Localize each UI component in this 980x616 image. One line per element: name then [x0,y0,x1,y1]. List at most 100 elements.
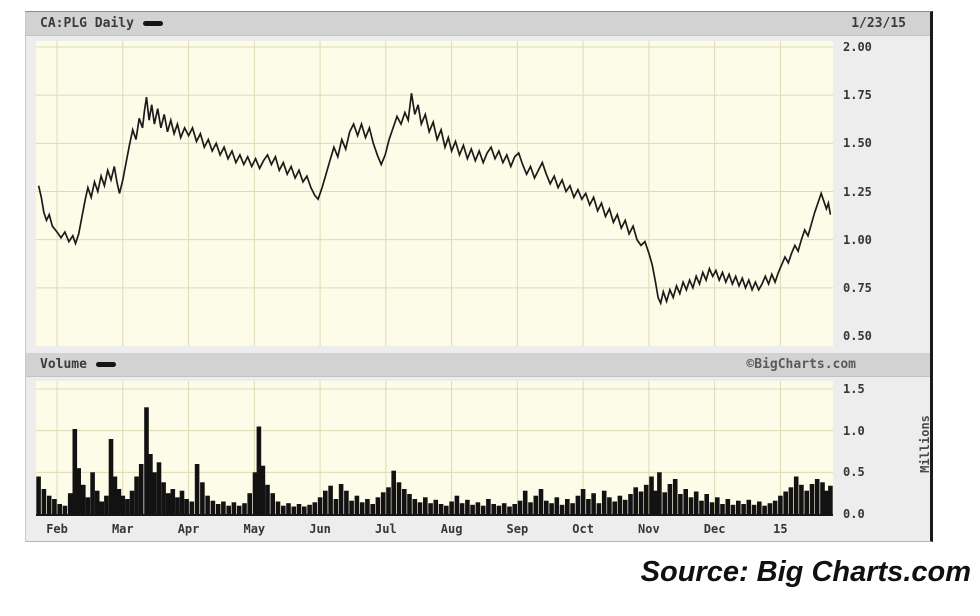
volume-bar [628,494,633,514]
volume-panel-header: Volume ©BigCharts.com [26,353,930,377]
volume-bar [423,497,428,514]
volume-bar [522,490,528,514]
volume-bar [116,489,122,514]
volume-bar [678,494,683,514]
volume-legend-icon [95,362,116,367]
y-tick-label: 0.0 [843,507,865,521]
volume-bar [741,504,746,514]
volume-bar [470,504,475,514]
volume-bar [370,504,375,514]
volume-y-axis: 1.5 1.0 0.5 0.0 [843,381,923,521]
volume-bar [612,501,617,514]
volume-bar [538,489,544,514]
y-tick-label: 0.5 [843,465,865,480]
volume-bar [344,490,349,514]
volume-bar [746,499,752,514]
volume-bar [683,489,688,514]
month-label: Feb [46,522,68,536]
volume-bar [709,502,715,514]
volume-bar [242,503,247,514]
price-plot-area [36,41,833,346]
volume-bar [152,472,157,514]
volume-bar [565,499,570,514]
y-tick-label: 0.50 [843,329,872,343]
month-label: Nov [638,522,660,536]
y-tick-label: 2.00 [843,40,872,54]
volume-bar [788,487,794,514]
month-label: Dec [703,522,726,536]
volume-bar [302,506,307,514]
volume-bar [704,494,709,514]
volume-bar [533,495,539,514]
volume-bar [94,490,100,514]
symbol-title: CA:PLG Daily [40,16,134,31]
volume-bar [693,491,699,514]
volume-bar [438,504,444,514]
volume-bar [778,495,783,514]
volume-bar [512,504,517,514]
month-label: Mar [111,522,134,536]
volume-bar [465,499,470,514]
volume-bar [52,499,57,514]
volume-bar [247,493,252,514]
volume-bar [662,492,667,514]
volume-bar [252,472,258,514]
volume-bar [699,500,704,514]
volume-bar [657,472,662,514]
volume-bar [67,493,73,514]
volume-bar [607,497,612,514]
y-tick-label: 1.50 [843,136,872,151]
volume-bar [184,499,189,514]
volume-bar [672,479,678,514]
volume-chart-svg [36,381,833,514]
volume-bar [793,476,799,514]
volume-bar [725,499,731,514]
month-label: Jun [309,522,331,536]
volume-bar [617,495,623,514]
volume-bar [205,495,210,514]
chart-date: 1/23/15 [851,16,906,31]
volume-bar [767,503,773,514]
volume-unit-label: Millions [918,415,932,473]
volume-bar [549,503,554,514]
price-y-axis: 2.00 1.75 1.50 1.25 1.00 0.75 0.50 [843,40,923,346]
volume-bar [72,429,78,514]
volume-bar [638,491,644,514]
volume-bar [480,505,486,514]
y-tick-label: 1.0 [843,423,865,438]
volume-bar [575,495,581,514]
volume-bar [365,499,370,514]
volume-bar [586,499,591,514]
volume-bar [799,484,804,514]
volume-bar [804,490,809,514]
volume-bar [715,497,720,514]
volume-bar [643,484,649,514]
volume-bar [99,501,105,514]
volume-bar [444,505,449,514]
volume-bar [156,462,162,514]
volume-bar [221,501,226,514]
volume-bar [412,499,418,514]
volume-bar [407,494,412,514]
volume-bar [194,464,200,514]
volume-bar [667,484,673,514]
volume-bar [820,482,825,514]
y-tick-label: 1.25 [843,184,872,199]
volume-bar [256,426,262,514]
volume-bar [417,502,423,514]
volume-bar [36,476,41,514]
volume-bar [260,465,266,514]
volume-bar [215,504,221,514]
volume-bar [85,497,91,514]
source-caption: Source: Big Charts.com [640,556,971,588]
month-label: 15 [773,522,788,536]
volume-bar [517,500,523,514]
volume-bar [391,470,396,514]
volume-bar [57,504,62,514]
volume-bar [633,487,638,514]
volume-bar [688,497,694,514]
volume-bar [200,482,205,514]
volume-bar [265,484,270,514]
volume-bar [46,495,52,514]
volume-bar [402,489,407,514]
